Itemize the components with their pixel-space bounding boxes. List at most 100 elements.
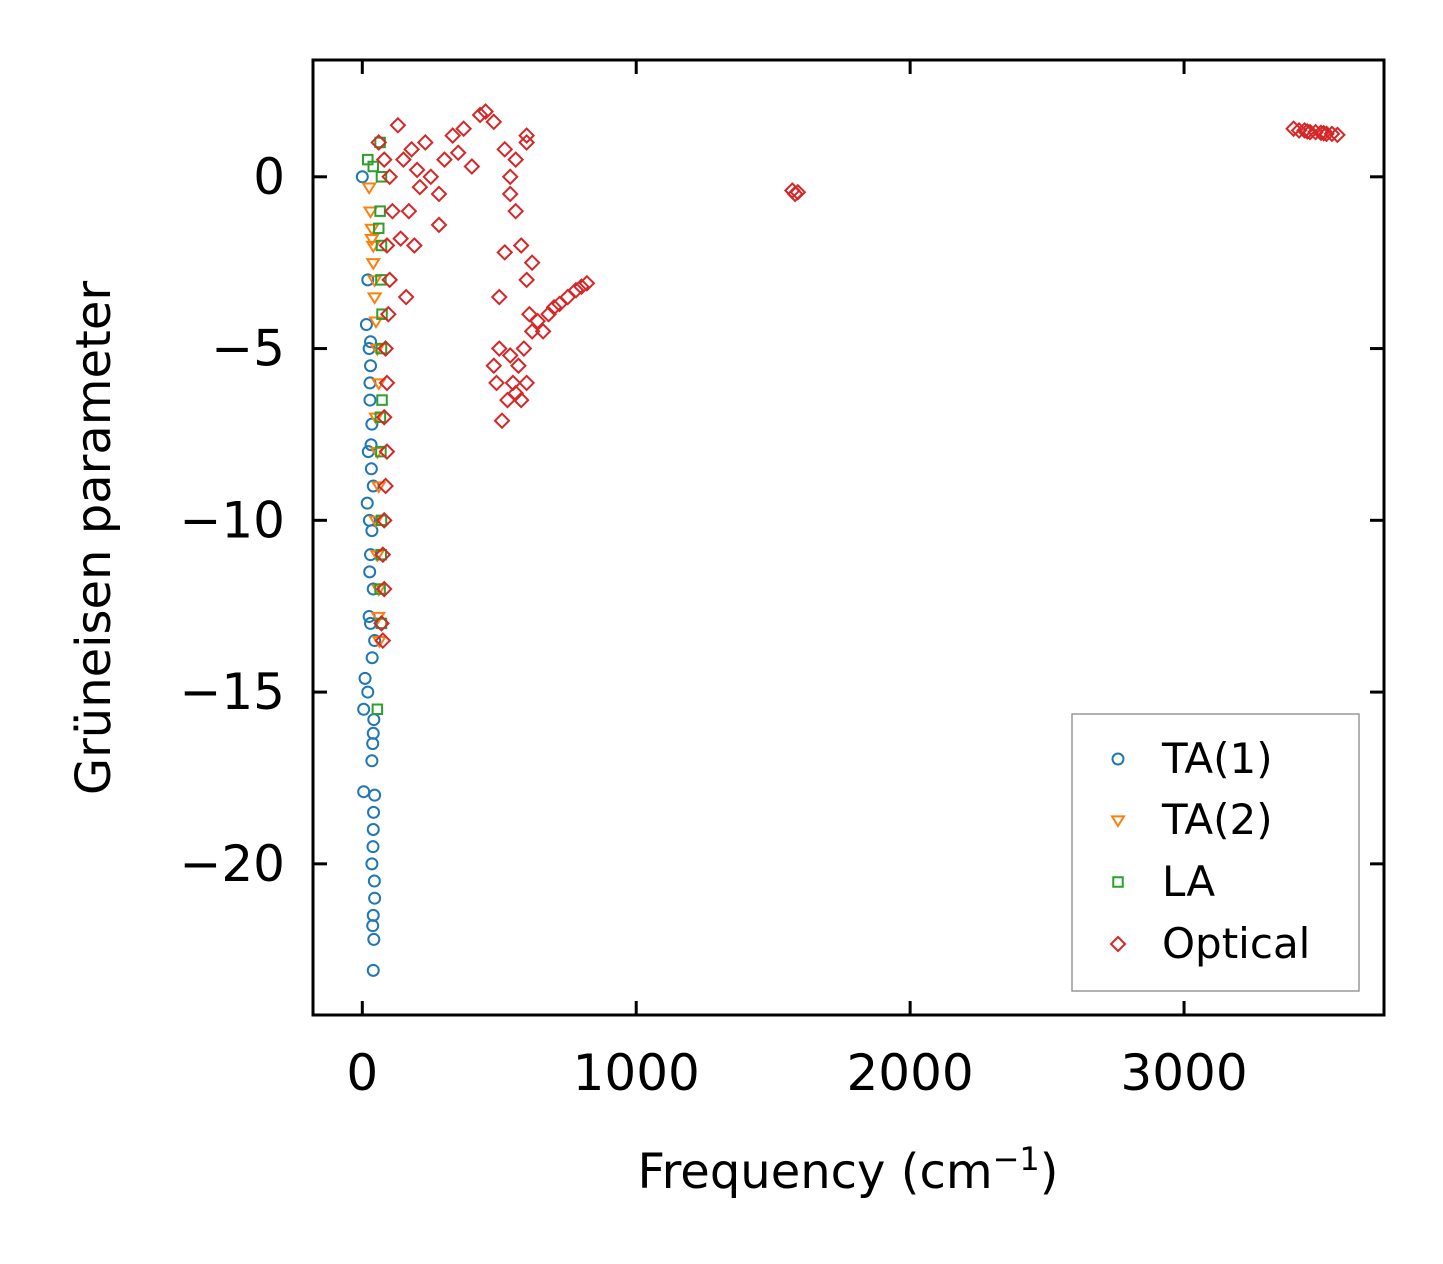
point-ta-1 <box>365 651 379 665</box>
point-ta-1 <box>357 702 371 716</box>
point-optical <box>375 408 393 426</box>
point-optical <box>488 374 505 392</box>
point-optical <box>430 185 448 203</box>
point-optical <box>499 391 516 409</box>
point-optical <box>375 580 393 598</box>
point-la <box>375 239 388 252</box>
point-ta-1 <box>368 891 382 905</box>
point-la <box>372 222 385 235</box>
point-ta-1 <box>366 737 380 751</box>
point-optical <box>534 322 552 340</box>
legend-marker-la <box>1112 876 1124 888</box>
point-optical <box>496 140 514 158</box>
legend: TA(1) TA(2) LA Optical <box>1071 713 1360 992</box>
point-ta-2 <box>361 182 377 195</box>
point-optical <box>501 347 519 364</box>
point-la <box>371 703 384 716</box>
point-optical <box>507 202 525 220</box>
points-layer <box>355 103 1346 977</box>
point-ta-1 <box>361 273 375 287</box>
point-optical <box>507 151 525 169</box>
point-optical <box>436 151 453 169</box>
point-ta-1 <box>367 713 381 727</box>
legend-marker-ta-1 <box>1111 752 1125 766</box>
y-axis-title: Grüneisen parameter <box>66 281 122 796</box>
point-optical <box>374 632 392 649</box>
point-optical <box>510 357 527 375</box>
point-ta-1 <box>365 417 379 431</box>
legend-label-ta1: TA(1) <box>1161 734 1273 783</box>
plot-frame <box>311 58 1386 1017</box>
legend-label-ta2: TA(2) <box>1161 795 1273 844</box>
point-la <box>375 274 387 286</box>
point-optical <box>411 178 429 196</box>
x-tick-label: 3000 <box>1120 1044 1247 1102</box>
x-tick-label: 2000 <box>847 1044 974 1102</box>
point-ta-2 <box>368 316 384 329</box>
point-ta-2 <box>365 258 382 271</box>
y-tick-label: −15 <box>179 663 285 721</box>
point-ta-1 <box>366 919 380 933</box>
point-optical <box>1285 120 1303 138</box>
point-ta-1 <box>366 822 380 836</box>
point-optical <box>374 546 392 564</box>
point-ta-1 <box>355 170 369 184</box>
point-optical <box>463 158 481 175</box>
point-optical <box>496 243 514 261</box>
point-optical <box>408 161 426 179</box>
point-optical <box>416 134 434 151</box>
point-optical <box>518 134 536 151</box>
point-optical <box>392 230 410 248</box>
point-optical <box>370 134 388 151</box>
legend-box <box>1071 713 1360 992</box>
x-tick-label: 0 <box>346 1044 378 1102</box>
series-optical <box>370 103 1346 649</box>
legend-markers <box>1109 752 1127 953</box>
point-ta-1 <box>368 634 382 648</box>
point-la <box>376 308 388 320</box>
point-optical <box>378 374 396 392</box>
point-ta-1 <box>364 359 378 373</box>
point-ta-2 <box>362 206 379 220</box>
x-axis-title-main: Frequency (cm <box>637 1144 992 1200</box>
point-optical <box>1296 122 1313 139</box>
point-ta-1 <box>363 565 377 579</box>
point-optical <box>397 288 415 306</box>
point-optical <box>444 127 462 144</box>
point-optical <box>1315 124 1333 142</box>
point-optical <box>471 106 489 124</box>
legend-marker-optical <box>1109 935 1127 953</box>
point-ta-1 <box>359 318 373 332</box>
point-optical <box>512 237 530 254</box>
point-ta-1 <box>367 874 381 888</box>
point-ta-1 <box>368 788 382 802</box>
point-optical <box>1329 126 1346 144</box>
point-optical <box>430 216 448 234</box>
point-optical <box>381 168 399 186</box>
point-ta-1 <box>357 785 371 799</box>
point-optical <box>400 202 418 220</box>
point-optical <box>449 144 467 162</box>
point-ta-1 <box>360 496 374 510</box>
point-optical <box>523 254 541 272</box>
y-tick-label: −20 <box>179 835 285 893</box>
point-la <box>376 394 388 406</box>
point-optical <box>422 168 440 186</box>
point-ta-1 <box>367 932 381 946</box>
point-optical <box>375 511 393 529</box>
point-optical <box>567 281 585 299</box>
point-ta-1 <box>361 685 375 699</box>
point-la <box>375 171 388 183</box>
point-ta-1 <box>363 393 377 407</box>
point-optical <box>377 477 395 495</box>
point-ta-2 <box>370 481 387 494</box>
point-optical <box>378 237 396 254</box>
point-optical <box>455 120 473 138</box>
point-optical <box>520 305 538 323</box>
point-optical <box>403 140 421 158</box>
point-optical <box>477 103 494 120</box>
point-optical <box>518 271 536 289</box>
point-la <box>375 445 387 458</box>
point-ta-1 <box>364 438 378 452</box>
point-optical <box>578 274 596 292</box>
